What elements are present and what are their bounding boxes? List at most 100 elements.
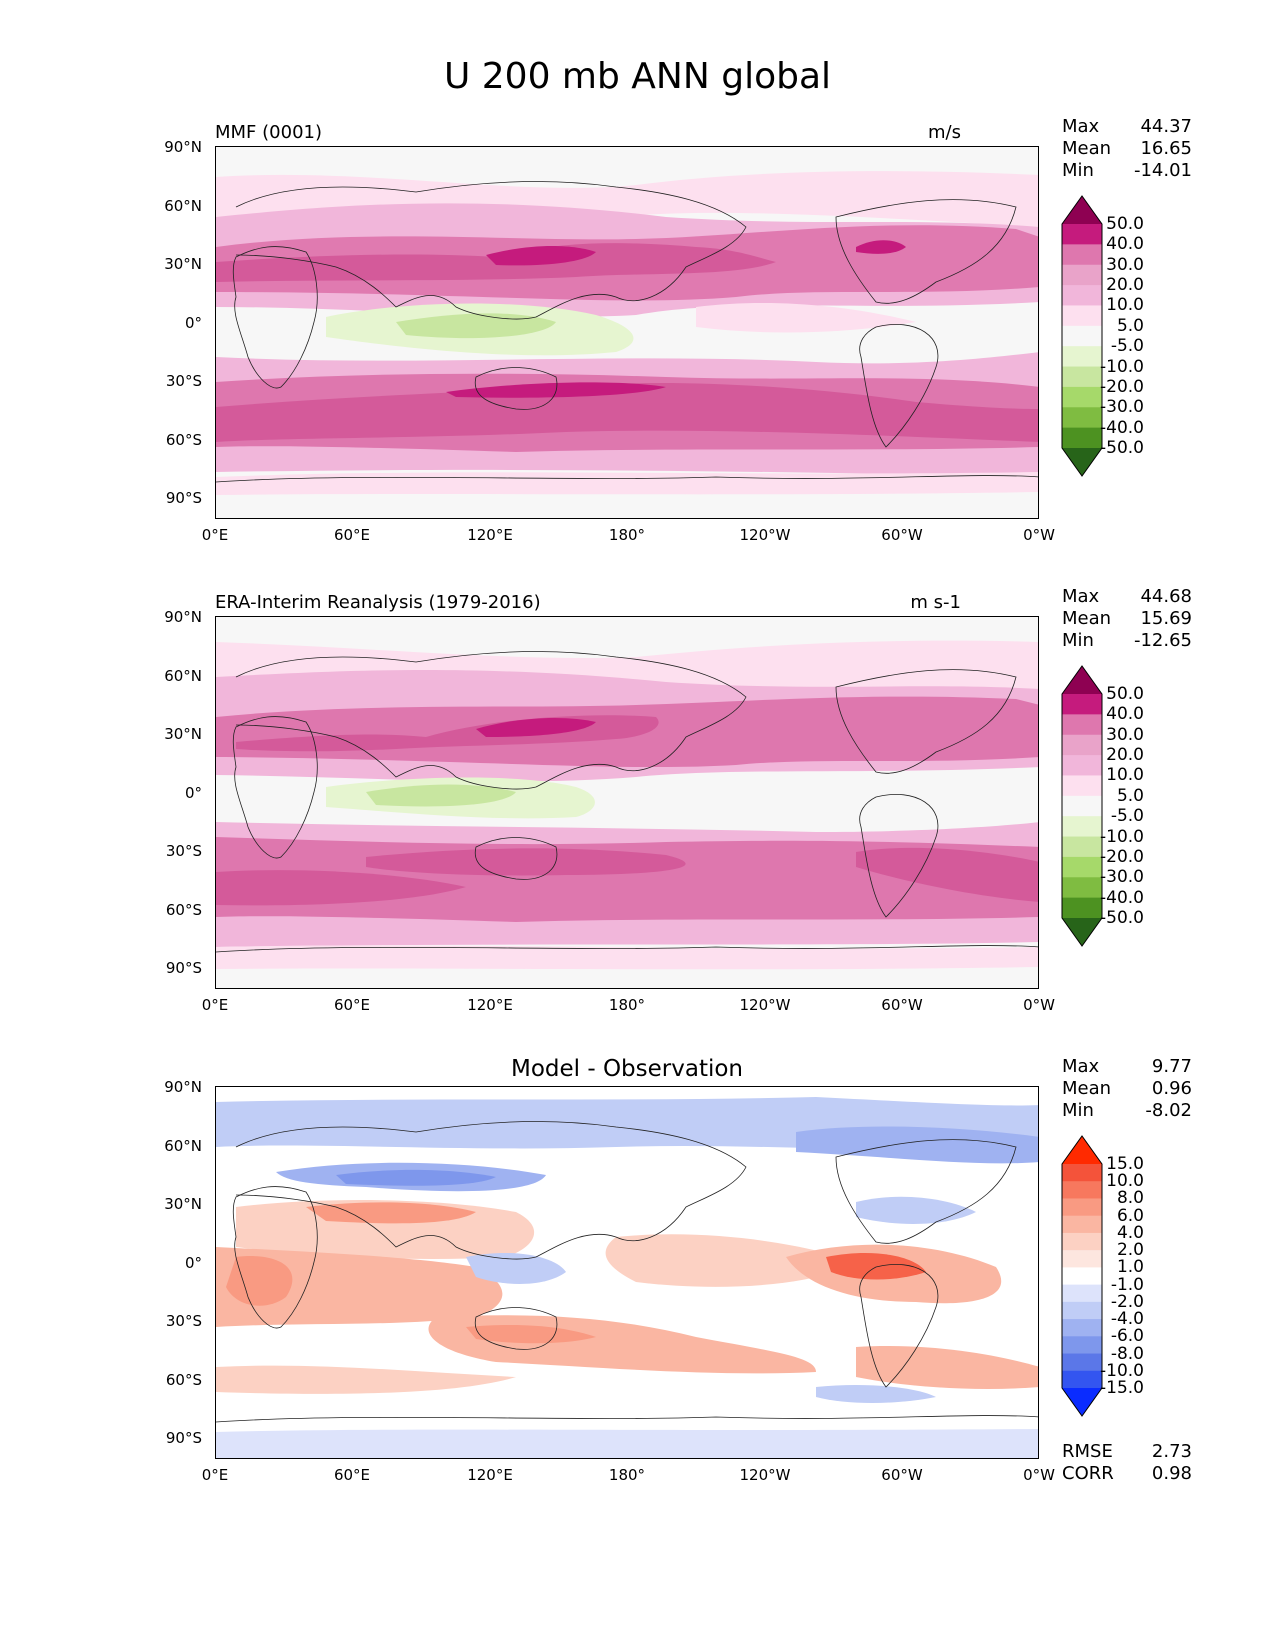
lat-label: 0° — [184, 314, 202, 332]
colorbar-segment — [1062, 1353, 1102, 1372]
lat-label: 30°N — [164, 725, 202, 743]
colorbar-tick-label: -40.0 — [1100, 887, 1144, 908]
lon-label: 120°E — [467, 996, 513, 1014]
colorbar-outline — [1061, 665, 1103, 947]
coastlines — [216, 651, 1038, 953]
colorbar-segment — [1062, 1232, 1102, 1251]
rmse-corr-box: RMSE 2.73 CORR 0.98 — [1062, 1441, 1192, 1485]
colorbar: 50.0 40.0 30.0 20.0 10.0 5.0 -5.0 -10.0 -20.0 -30… — [1060, 664, 1144, 952]
lon-label: 0°E — [201, 1466, 229, 1484]
stat-label: Min — [1062, 630, 1094, 651]
contour-band — [216, 870, 466, 906]
stat-label: CORR — [1062, 1463, 1114, 1484]
colorbar-tick-label: 40.0 — [1106, 234, 1144, 255]
colorbar-tick-label: 30.0 — [1106, 254, 1144, 275]
colorbar-tick-label: 50.0 — [1106, 684, 1144, 704]
colorbar-segment — [1062, 856, 1102, 878]
colorbar-segment — [1062, 694, 1102, 715]
colorbar-tick-label: 4.0 — [1116, 1222, 1144, 1243]
stat-label: Max — [1062, 586, 1100, 607]
lat-label: 30°S — [165, 1312, 202, 1330]
lat-label: 60°S — [165, 901, 202, 919]
colorbar-segment — [1062, 1336, 1102, 1355]
colorbar-tick-label: 40.0 — [1106, 704, 1144, 725]
lon-label: 120°E — [467, 1466, 513, 1484]
colorbar: 15.0 10.0 8.0 6.0 4.0 2.0 1.0 -1.0 -2.0 -4.0 -6.0-… — [1060, 1134, 1144, 1422]
contour-band — [856, 240, 906, 254]
lat-label: 0° — [184, 784, 202, 802]
colorbar-svg — [1061, 1135, 1103, 1417]
figure-title: U 200 mb ANN global — [443, 56, 832, 97]
colorbar-outline — [1061, 195, 1103, 477]
panel-model: MMF (0001) m/s — [0, 116, 1275, 556]
stat-value: 44.37 — [1140, 116, 1192, 137]
contour-band — [486, 246, 596, 266]
lat-label: 30°N — [164, 1195, 202, 1213]
colorbar-tick-label: -5.0 — [1110, 336, 1144, 357]
colorbar-segment — [1062, 836, 1102, 858]
contour-band — [216, 1365, 516, 1394]
stat-value: 15.69 — [1140, 608, 1192, 629]
colorbar-segment — [1062, 264, 1102, 286]
colorbar-outline — [1061, 1135, 1103, 1417]
colorbar-segment — [1062, 1198, 1102, 1217]
contour-band — [366, 784, 516, 807]
contour-band — [396, 313, 556, 339]
colorbar-segment — [1062, 325, 1102, 347]
lat-label: 0° — [184, 1254, 202, 1272]
colorbar-tick-label: -15.0 — [1100, 1378, 1144, 1398]
contour-band — [605, 1234, 856, 1287]
lon-label: 60°E — [333, 1466, 371, 1484]
colorbar-tick-label: 6.0 — [1116, 1205, 1144, 1226]
colorbar-tick-label: -30.0 — [1100, 397, 1144, 418]
colorbar-extend-bottom — [1062, 1388, 1102, 1416]
contour-band — [826, 1252, 926, 1280]
contour-band — [216, 472, 1038, 495]
panel-units: m s-1 — [910, 592, 961, 613]
lon-label: 0°W — [1023, 526, 1055, 544]
colorbar-tick-label: -20.0 — [1100, 846, 1144, 867]
colorbar-svg — [1061, 195, 1103, 477]
contour-band — [216, 1429, 1038, 1458]
colorbar-tick-label: 50.0 — [1106, 214, 1144, 234]
colorbar-segment — [1062, 1164, 1102, 1182]
coastlines — [216, 181, 1038, 483]
contour-band — [216, 1247, 503, 1327]
colorbar-tick-label: -20.0 — [1100, 376, 1144, 397]
stats-box: Max 44.68 Mean 15.69 Min -12.65 — [1062, 586, 1192, 652]
colorbar-segment — [1062, 386, 1102, 408]
lat-label: 60°N — [164, 197, 202, 215]
colorbar-segment — [1062, 1301, 1102, 1320]
colorbar-segment — [1062, 795, 1102, 817]
contour-band — [466, 1325, 596, 1344]
stat-label: Min — [1062, 160, 1094, 181]
stat-label: Min — [1062, 1100, 1094, 1121]
contour-band — [816, 1385, 936, 1403]
colorbar: 50.0 40.0 30.0 20.0 10.0 5.0 -5.0 -10.0 -20.0 -30… — [1060, 194, 1144, 482]
lat-label: 90°S — [165, 489, 202, 507]
stat-label: RMSE — [1062, 1441, 1113, 1462]
colorbar-extend-top — [1062, 1136, 1102, 1164]
lat-label: 30°S — [165, 842, 202, 860]
panel-difference: Model - Observation — [0, 1056, 1275, 1496]
colorbar-segment — [1062, 775, 1102, 797]
contour-band — [336, 1169, 496, 1186]
lon-label: 180° — [608, 996, 646, 1014]
contour-band — [696, 302, 916, 333]
colorbar-svg — [1061, 665, 1103, 947]
contour-band — [366, 848, 686, 876]
colorbar-tick-label: 30.0 — [1106, 724, 1144, 745]
colorbar-segment — [1062, 897, 1102, 919]
colorbar-tick-label: 10.0 — [1106, 295, 1144, 316]
colorbar-tick-label: 10.0 — [1106, 765, 1144, 786]
colorbar-segment — [1062, 816, 1102, 838]
panel-reanalysis: ERA-Interim Reanalysis (1979-2016) m s-1 — [0, 586, 1275, 1026]
colorbar-segment — [1062, 366, 1102, 388]
colorbar-tick-label: 1.0 — [1116, 1257, 1144, 1278]
colorbar-tick-label: 8.0 — [1116, 1188, 1144, 1209]
colorbar-tick-label: -8.0 — [1110, 1343, 1144, 1364]
colorbar-segment — [1062, 305, 1102, 327]
stats-box: Max 44.37 Mean 16.65 Min -14.01 — [1062, 116, 1192, 182]
lon-label: 0°E — [201, 526, 229, 544]
stat-label: Mean — [1062, 1078, 1112, 1099]
